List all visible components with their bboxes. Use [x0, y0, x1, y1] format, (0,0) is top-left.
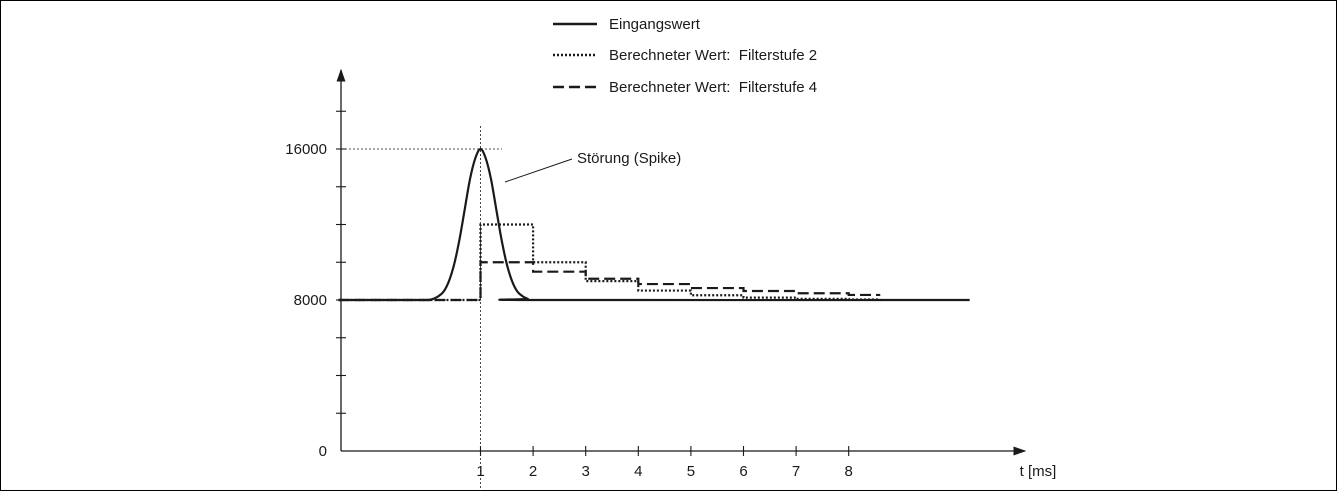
- x-tick-label: 7: [792, 463, 800, 480]
- y-tick-label: 8000: [294, 292, 327, 309]
- x-tick-label: 3: [582, 463, 590, 480]
- x-axis-label: t [ms]: [1020, 463, 1057, 480]
- guide-lines: [341, 126, 502, 491]
- annotation-leader-line: [504, 158, 573, 183]
- y-tick-label: 16000: [285, 141, 327, 158]
- series-group: [338, 147, 970, 302]
- x-tick-label: 8: [845, 463, 853, 480]
- legend-label-eingangswert: Eingangswert: [609, 16, 701, 33]
- x-tick-label: 4: [634, 463, 642, 480]
- annotation-label: Störung (Spike): [577, 150, 681, 167]
- x-tick-label: 5: [687, 463, 695, 480]
- series-line-filterstufe-4: [338, 261, 881, 302]
- y-tick-label: 0: [319, 443, 327, 460]
- x-tick-label: 2: [529, 463, 537, 480]
- legend-label-filterstufe-4: Berechneter Wert: Filterstufe 4: [609, 79, 817, 96]
- legend-label-filterstufe-2: Berechneter Wert: Filterstufe 2: [609, 47, 817, 64]
- legend: Eingangswert Berechneter Wert: Filterstu…: [553, 16, 817, 96]
- series-line-filterstufe-2: [338, 223, 881, 302]
- x-tick-label: 6: [739, 463, 747, 480]
- series-line-eingangswert: [338, 147, 970, 302]
